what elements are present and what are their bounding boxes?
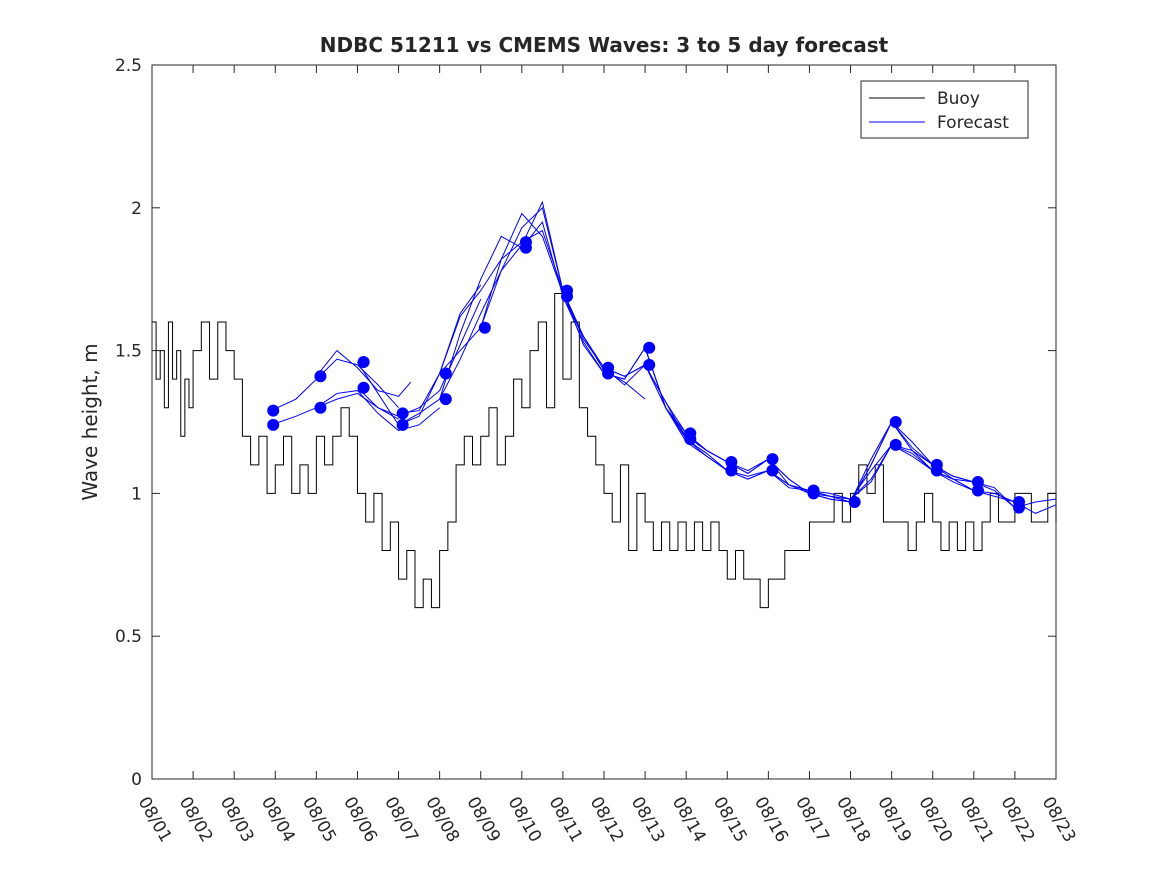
y-tick-label: 2.5 [115, 56, 142, 76]
x-tick-label: 08/18 [832, 794, 874, 846]
forecast-marker [439, 393, 452, 406]
forecast-marker [357, 381, 370, 394]
forecast-marker [396, 418, 409, 431]
forecast-line [480, 200, 605, 374]
x-tick-label: 08/21 [955, 794, 997, 846]
forecast-line [270, 358, 399, 412]
forecast-line [316, 390, 440, 432]
forecast-marker [971, 475, 984, 488]
forecast-marker [478, 321, 491, 334]
x-tick-label: 08/09 [462, 794, 504, 846]
x-tick-label: 08/15 [709, 794, 751, 846]
legend-forecast-label: Forecast [937, 113, 1009, 133]
x-tick-label: 08/19 [873, 794, 915, 846]
x-tick-label: 08/06 [339, 794, 381, 846]
forecast-marker [602, 367, 615, 380]
y-tick-label: 1 [131, 484, 142, 504]
forecast-marker [930, 464, 943, 477]
x-tick-label: 08/02 [175, 794, 217, 846]
x-tick-label: 08/01 [134, 794, 176, 846]
legend-buoy-label: Buoy [937, 89, 980, 109]
buoy-series [152, 292, 1057, 609]
x-tick-label: 08/08 [421, 794, 463, 846]
x-tick-label: 08/03 [216, 794, 258, 846]
y-tick-label: 0 [131, 770, 142, 790]
forecast-marker [848, 495, 861, 508]
x-tick-label: 08/20 [914, 794, 956, 846]
y-tick-label: 1.5 [115, 342, 142, 362]
forecast-marker [807, 487, 820, 500]
forecast-marker [519, 241, 532, 254]
x-tick-label: 08/12 [586, 794, 628, 846]
forecast-line [644, 364, 769, 477]
forecast-marker [971, 484, 984, 497]
legend: Buoy Forecast [860, 80, 1029, 139]
forecast-line [357, 298, 482, 417]
forecast-marker [439, 367, 452, 380]
forecast-marker [889, 438, 902, 451]
forecast-line [439, 212, 564, 374]
forecast-marker [725, 455, 738, 468]
y-axis-label: Wave height, m [78, 343, 102, 500]
chart-title: NDBC 51211 vs CMEMS Waves: 3 to 5 day fo… [320, 33, 889, 57]
x-tick-label: 08/10 [503, 794, 545, 846]
x-tick-label: 08/17 [791, 794, 833, 846]
forecast-line [932, 464, 1057, 509]
x-tick-label: 08/13 [627, 794, 669, 846]
forecast-marker [267, 404, 280, 417]
forecast-marker [643, 358, 656, 371]
forecast-marker [314, 401, 327, 414]
forecast-line [398, 235, 523, 426]
forecast-marker [725, 464, 738, 477]
plot-area [151, 64, 1057, 780]
x-tick-label: 08/11 [545, 794, 587, 846]
forecast-line [891, 421, 1016, 509]
forecast-marker [1013, 501, 1026, 514]
x-tick-label: 08/16 [750, 794, 792, 846]
x-tick-label: 08/04 [257, 794, 299, 846]
forecast-line [315, 349, 412, 397]
forecast-marker [766, 453, 779, 466]
forecast-marker [396, 407, 409, 420]
forecast-marker [267, 418, 280, 431]
forecast-marker [314, 370, 327, 383]
x-tick-label: 08/14 [668, 794, 710, 846]
x-tick-label: 08/23 [1038, 794, 1080, 846]
buoy-line [152, 292, 1057, 609]
forecast-marker [684, 433, 697, 446]
forecast-line [357, 284, 482, 426]
forecast-line [809, 421, 934, 503]
forecast-marker [357, 356, 370, 369]
x-tick-label: 08/07 [380, 794, 422, 846]
legend-box [860, 80, 1029, 139]
forecast-line [932, 470, 1057, 514]
x-tick-label: 08/05 [298, 794, 340, 846]
forecast-series [270, 200, 1057, 514]
forecast-line [727, 469, 851, 500]
y-tick-label: 0.5 [115, 627, 142, 647]
forecast-markers [267, 236, 1026, 514]
forecast-marker [643, 341, 656, 354]
x-tick-label: 08/22 [997, 794, 1039, 846]
forecast-marker [766, 464, 779, 477]
y-tick-label: 2 [131, 199, 142, 219]
forecast-marker [889, 416, 902, 428]
forecast-marker [561, 290, 574, 303]
